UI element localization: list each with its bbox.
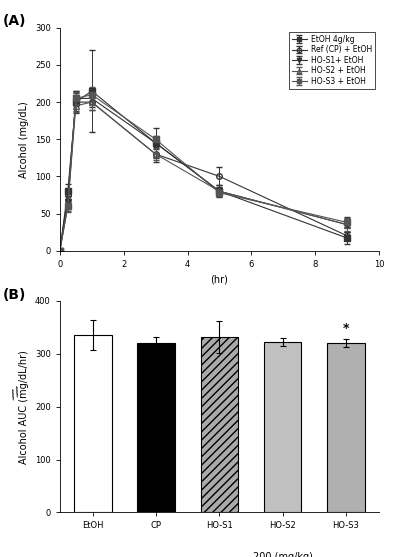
Bar <box>137 343 175 512</box>
Bar <box>74 335 112 512</box>
Bar <box>264 342 302 512</box>
Text: 200 (mg/kg): 200 (mg/kg) <box>253 552 312 557</box>
Y-axis label: Alcohol (mg/dL): Alcohol (mg/dL) <box>20 101 30 178</box>
Text: *: * <box>342 321 349 335</box>
Bar <box>201 337 238 512</box>
Text: /: / <box>9 388 17 401</box>
Text: (A): (A) <box>2 14 26 28</box>
Y-axis label: Alcohol AUC (mg/dL/hr): Alcohol AUC (mg/dL/hr) <box>20 350 30 463</box>
Bar <box>327 343 365 512</box>
Legend: EtOH 4g/kg, Ref (CP) + EtOH, HO-S1+ EtOH, HO-S2 + EtOH, HO-S3 + EtOH: EtOH 4g/kg, Ref (CP) + EtOH, HO-S1+ EtOH… <box>289 32 375 89</box>
X-axis label: (hr): (hr) <box>211 274 228 284</box>
Text: (B): (B) <box>2 288 26 302</box>
Text: /: / <box>14 384 22 398</box>
